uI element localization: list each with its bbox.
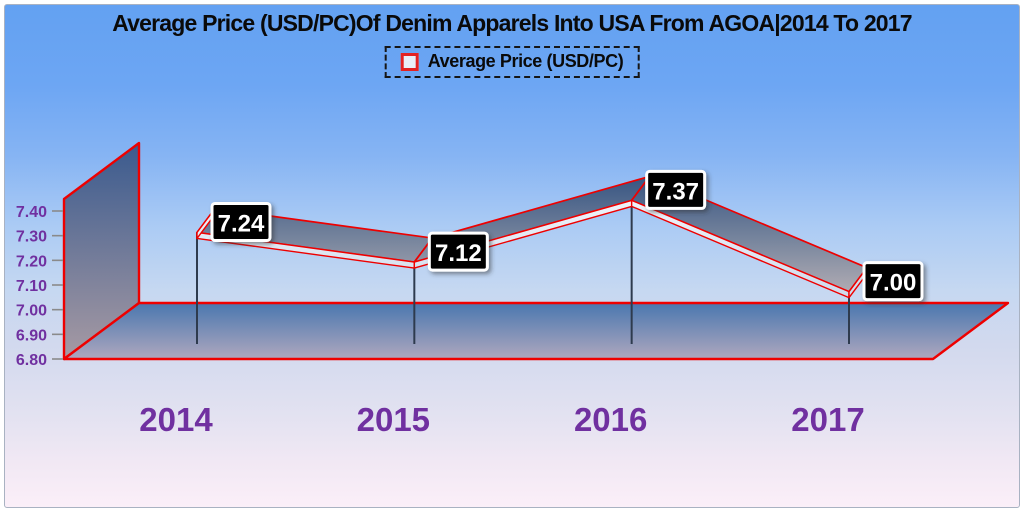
y-axis-tick-label: 7.00	[16, 303, 47, 320]
x-axis-category-label: 2015	[357, 401, 430, 438]
value-label-text: 7.24	[218, 210, 265, 237]
value-label-box	[645, 169, 707, 210]
legend-box: Average Price (USD/PC)	[384, 46, 640, 78]
y-axis-tick-label: 6.90	[16, 327, 47, 344]
value-label-text: 7.00	[870, 270, 917, 297]
value-label-box	[862, 261, 924, 302]
chart-title: Average Price (USD/PC)Of Denim Apparels …	[112, 10, 912, 36]
value-label-box	[210, 201, 272, 242]
value-label-text: 7.12	[435, 240, 482, 267]
value-label-text: 7.37	[652, 178, 699, 205]
y-axis-tick-label: 6.80	[16, 352, 47, 369]
legend-series-marker-icon	[400, 52, 419, 71]
y-axis-tick-label: 7.10	[16, 278, 47, 295]
floor	[62, 301, 1010, 361]
legend-series-label: Average Price (USD/PC)	[427, 51, 624, 71]
y-axis-tick-label: 7.40	[16, 204, 47, 221]
y-axis-tick-label: 7.30	[16, 229, 47, 246]
x-axis-category-label: 2016	[574, 401, 647, 438]
value-label-box	[427, 231, 489, 272]
x-axis-category-label: 2017	[791, 401, 864, 438]
x-axis-category-label: 2014	[139, 401, 213, 438]
y-axis-tick-label: 7.20	[16, 253, 47, 270]
chart-background	[4, 4, 1020, 508]
